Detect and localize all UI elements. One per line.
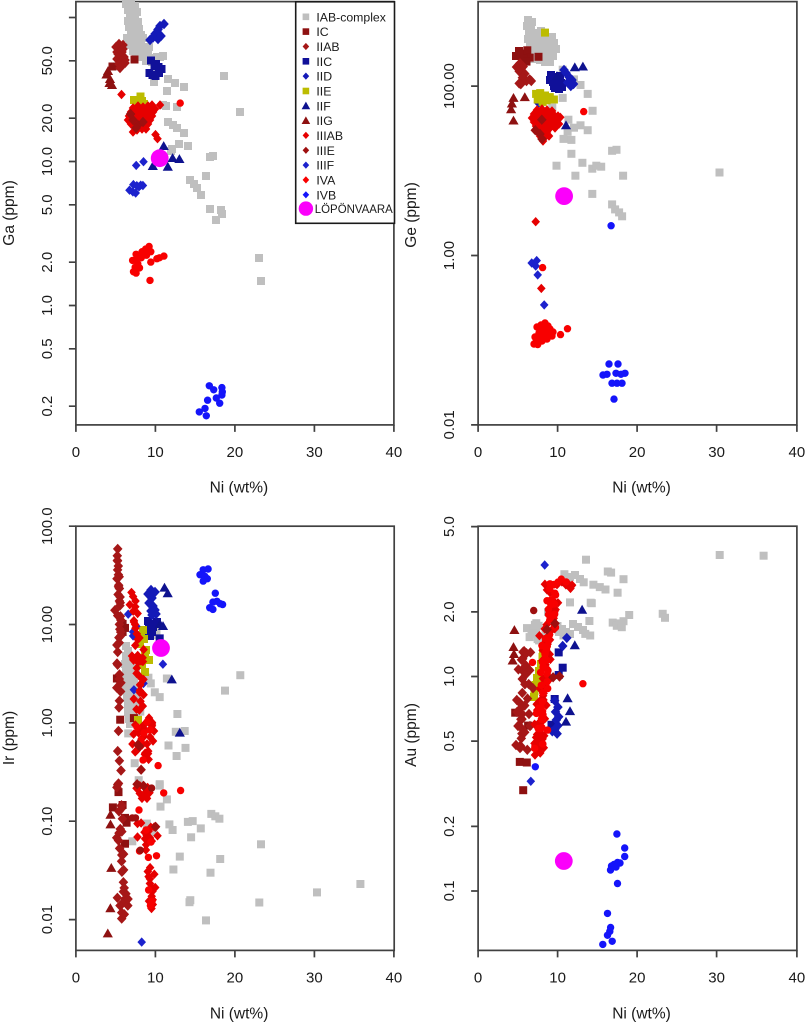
svg-text:0.1: 0.1	[441, 881, 458, 902]
svg-text:100.00: 100.00	[441, 63, 458, 109]
svg-text:IIE: IIE	[316, 85, 331, 99]
svg-text:IIIAB: IIIAB	[316, 129, 343, 143]
svg-text:30: 30	[306, 444, 323, 461]
svg-text:40: 40	[789, 444, 806, 461]
svg-text:10.0: 10.0	[39, 147, 56, 176]
svg-text:IIIF: IIIF	[316, 159, 334, 173]
svg-text:0.5: 0.5	[39, 338, 56, 359]
svg-text:5.0: 5.0	[441, 516, 458, 537]
svg-text:Ge (ppm): Ge (ppm)	[403, 182, 420, 247]
svg-text:IC: IC	[316, 25, 328, 39]
svg-text:10: 10	[549, 969, 566, 986]
svg-text:0: 0	[474, 969, 482, 986]
svg-text:IIG: IIG	[316, 114, 332, 128]
svg-text:Ga (ppm): Ga (ppm)	[1, 180, 18, 245]
svg-text:10.00: 10.00	[39, 606, 56, 644]
svg-text:50.0: 50.0	[39, 46, 56, 75]
svg-text:Ir (ppm): Ir (ppm)	[1, 711, 18, 765]
svg-text:40: 40	[386, 444, 403, 461]
svg-text:Ni (wt%): Ni (wt%)	[210, 1005, 269, 1022]
svg-text:5.0: 5.0	[39, 194, 56, 215]
svg-text:0.2: 0.2	[39, 396, 56, 417]
svg-text:20: 20	[629, 444, 646, 461]
svg-text:10: 10	[147, 969, 164, 986]
svg-text:IIF: IIF	[316, 99, 331, 113]
svg-text:1.00: 1.00	[441, 241, 458, 270]
svg-text:0.01: 0.01	[441, 410, 458, 439]
svg-text:IIC: IIC	[316, 55, 332, 69]
svg-text:Ni (wt%): Ni (wt%)	[612, 1005, 671, 1022]
svg-text:20: 20	[227, 444, 244, 461]
svg-text:Ni (wt%): Ni (wt%)	[210, 479, 269, 496]
svg-text:IIIE: IIIE	[316, 144, 334, 158]
svg-text:40: 40	[386, 969, 403, 986]
svg-text:2.0: 2.0	[39, 252, 56, 273]
svg-text:Au (ppm): Au (ppm)	[403, 703, 420, 767]
svg-text:0.5: 0.5	[441, 731, 458, 752]
svg-text:40: 40	[789, 969, 806, 986]
svg-text:0: 0	[72, 444, 80, 461]
svg-text:30: 30	[306, 969, 323, 986]
svg-text:0.2: 0.2	[441, 816, 458, 837]
svg-text:IVB: IVB	[316, 188, 336, 202]
svg-text:30: 30	[708, 969, 725, 986]
svg-text:1.00: 1.00	[39, 708, 56, 737]
svg-text:2.0: 2.0	[441, 601, 458, 622]
svg-text:0.01: 0.01	[39, 905, 56, 934]
svg-text:IIAB: IIAB	[316, 40, 339, 54]
svg-text:0: 0	[474, 444, 482, 461]
svg-text:LÖPÖNVAARA: LÖPÖNVAARA	[315, 202, 394, 216]
svg-text:IID: IID	[316, 70, 332, 84]
svg-text:20.0: 20.0	[39, 104, 56, 133]
svg-text:10: 10	[147, 444, 164, 461]
svg-text:Ni (wt%): Ni (wt%)	[612, 479, 671, 496]
svg-text:10: 10	[549, 444, 566, 461]
svg-text:0: 0	[72, 969, 80, 986]
svg-text:1.0: 1.0	[441, 666, 458, 687]
svg-text:IAB-complex: IAB-complex	[316, 10, 386, 24]
svg-text:0.10: 0.10	[39, 807, 56, 836]
svg-text:IVA: IVA	[316, 174, 336, 188]
svg-text:20: 20	[629, 969, 646, 986]
svg-text:100.0: 100.0	[39, 507, 56, 545]
svg-text:30: 30	[708, 444, 725, 461]
svg-text:1.0: 1.0	[39, 295, 56, 316]
svg-text:20: 20	[227, 969, 244, 986]
